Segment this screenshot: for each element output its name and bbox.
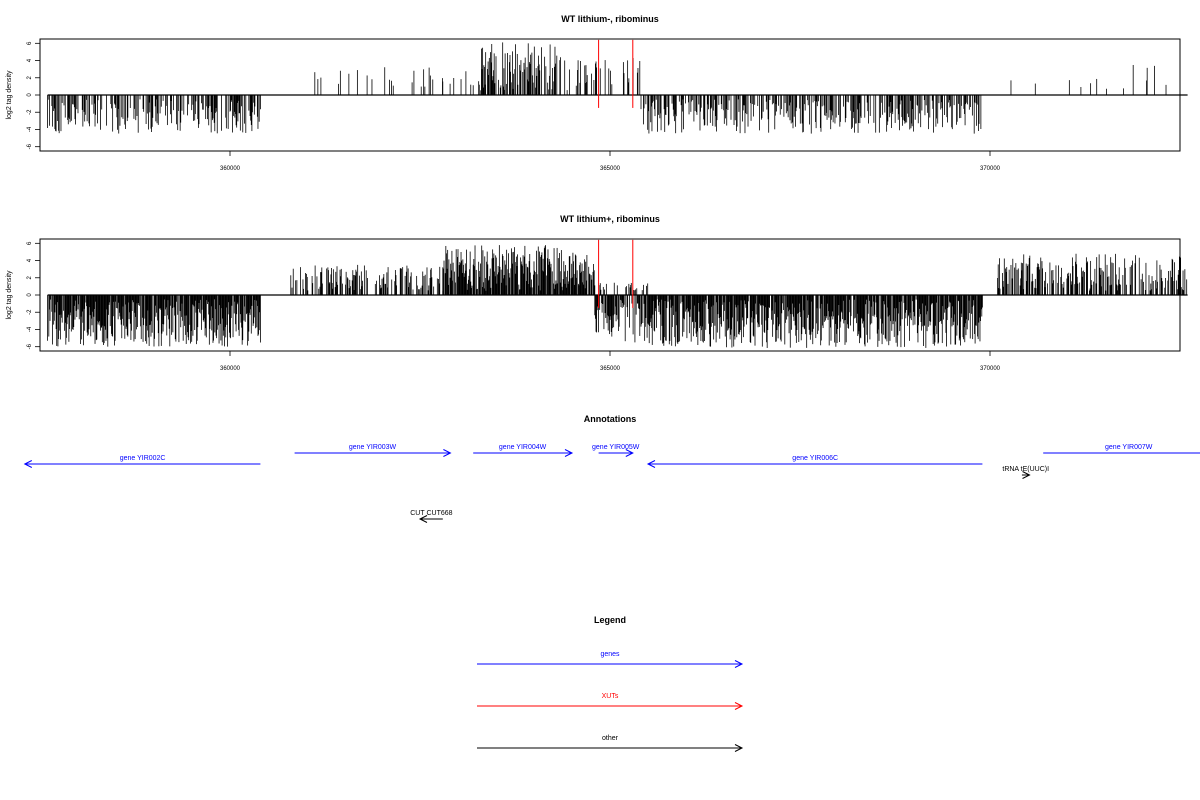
legend-items: genes XUTs other	[477, 651, 744, 752]
annotation-label: gene YIR007W	[1105, 444, 1153, 451]
annotation-arrow	[598, 449, 634, 457]
y-tick-label: 4	[27, 58, 33, 62]
panel-2-ylabel: log2 tag density	[6, 270, 13, 320]
x-tick-label: 365000	[600, 366, 621, 372]
panel-1-ylabel: log2 tag density	[6, 70, 13, 120]
legend-arrow	[477, 702, 744, 710]
panel-1-density-bars	[47, 42, 1167, 134]
panel-2-y-axis: 6 4 2 0 -2 -4 -6	[27, 241, 40, 349]
legend-arrow	[477, 660, 744, 668]
annotation-arrow	[294, 449, 452, 457]
panel-2-density-bars	[47, 245, 1188, 348]
annotation-label: gene YIR002C	[120, 455, 166, 462]
panel-1-x-axis: 360000 365000 370000	[220, 151, 1001, 172]
annotations-title: Annotations	[584, 414, 637, 424]
y-tick-label: -6	[27, 143, 33, 149]
x-tick-label: 370000	[980, 166, 1001, 172]
annotation-tracks: gene YIR002C gene YIR003W gene YIR004W gene…	[23, 444, 1200, 523]
panel-2-xut-lines	[598, 239, 634, 308]
annotation-arrow	[1021, 471, 1031, 479]
annotation-label: gene YIR004W	[499, 444, 547, 451]
annotation-label: gene YIR006C	[792, 455, 838, 462]
y-tick-label: 0	[27, 293, 33, 297]
annotation-label: tRNA tE(UUC)I	[1002, 466, 1049, 473]
y-tick-label: 4	[27, 258, 33, 262]
annotation-label: gene YIR005W	[592, 444, 640, 451]
annotation-label: CUT CUT668	[410, 510, 452, 517]
legend: Legend genes XUTs other	[477, 615, 744, 752]
panel-1-xut-lines	[598, 39, 634, 108]
annotation-arrow	[23, 460, 261, 468]
legend-title: Legend	[594, 615, 626, 625]
legend-label: genes	[600, 651, 620, 658]
annotation-arrow	[418, 515, 443, 523]
x-tick-label: 370000	[980, 366, 1001, 372]
y-tick-label: -4	[27, 326, 33, 332]
legend-label: XUTs	[602, 693, 619, 700]
y-tick-label: 0	[27, 93, 33, 97]
y-tick-label: -6	[27, 343, 33, 349]
panel-2: WT lithium+, ribominus log2 tag density …	[6, 214, 1188, 372]
panel-1-y-axis: 6 4 2 0 -2 -4 -6	[27, 41, 40, 149]
y-tick-label: -4	[27, 126, 33, 132]
annotation-arrow	[473, 449, 574, 457]
y-tick-label: 6	[27, 241, 33, 245]
x-tick-label: 360000	[220, 166, 241, 172]
x-tick-label: 365000	[600, 166, 621, 172]
x-tick-label: 360000	[220, 366, 241, 372]
annotation-label: gene YIR003W	[349, 444, 397, 451]
panel-2-x-axis: 360000 365000 370000	[220, 351, 1001, 372]
annotation-arrow	[1043, 452, 1200, 454]
legend-arrow	[477, 744, 744, 752]
y-tick-label: -2	[27, 109, 33, 115]
y-tick-label: -2	[27, 309, 33, 315]
legend-label: other	[602, 735, 619, 742]
panel-1: WT lithium-, ribominus log2 tag density …	[6, 14, 1188, 172]
y-tick-label: 2	[27, 75, 33, 79]
annotation-arrow	[646, 460, 983, 468]
y-tick-label: 2	[27, 275, 33, 279]
panel-1-title: WT lithium-, ribominus	[561, 14, 659, 24]
panel-2-title: WT lithium+, ribominus	[560, 214, 660, 224]
y-tick-label: 6	[27, 41, 33, 45]
